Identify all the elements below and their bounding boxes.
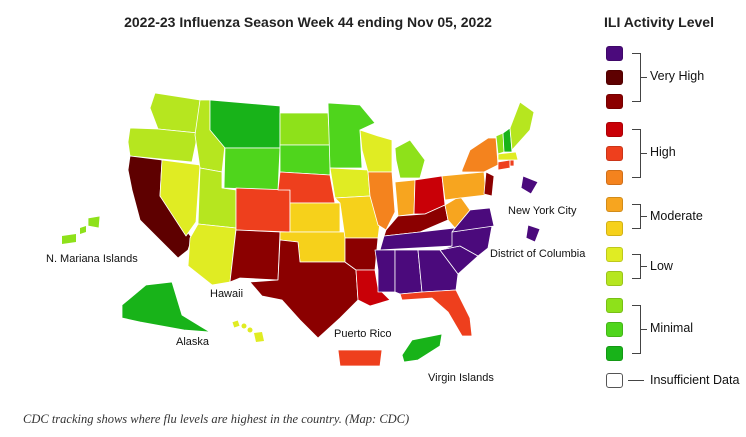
- state-north-carolina[interactable]: [439, 225, 493, 257]
- legend-label-moderate: Moderate: [650, 209, 703, 223]
- state-virgin-islands[interactable]: [401, 333, 443, 363]
- legend-swatch-level-6: [606, 221, 623, 236]
- insufficient-dash: [628, 380, 644, 381]
- legend-label-very-high: Very High: [650, 69, 705, 83]
- legend-swatch-level-11: [606, 94, 623, 109]
- bracket-high: [632, 129, 641, 178]
- state-iowa[interactable]: [329, 167, 371, 199]
- bracket-minimal: [632, 305, 641, 354]
- state-colorado[interactable]: [235, 187, 291, 233]
- state-oregon[interactable]: [127, 127, 199, 163]
- state-district-of-columbia[interactable]: [525, 224, 541, 243]
- legend-swatch-level-2: [606, 322, 623, 337]
- state-new-york[interactable]: [461, 137, 499, 173]
- label-puerto-rico: Puerto Rico: [334, 328, 391, 340]
- state-new-york-city[interactable]: [520, 175, 539, 195]
- state-puerto-rico[interactable]: [337, 349, 383, 367]
- state-mississippi[interactable]: [374, 249, 396, 293]
- state-pennsylvania[interactable]: [441, 171, 487, 201]
- legend-swatch-level-8: [606, 170, 623, 185]
- legend-swatch-level-12: [606, 70, 623, 85]
- state-alabama[interactable]: [394, 249, 423, 295]
- label-virgin-islands: Virgin Islands: [428, 372, 494, 384]
- state-south-dakota[interactable]: [279, 144, 331, 176]
- state-texas[interactable]: [249, 239, 359, 339]
- state-nevada[interactable]: [159, 159, 201, 237]
- state-indiana[interactable]: [394, 179, 416, 217]
- state-new-jersey[interactable]: [483, 171, 495, 197]
- legend-swatch-level-4: [606, 271, 623, 286]
- caption: CDC tracking shows where flu levels are …: [23, 412, 410, 426]
- state-new-mexico[interactable]: [229, 229, 281, 283]
- legend-label-low: Low: [650, 259, 673, 273]
- mariana-islands: [62, 226, 86, 244]
- legend-label-insufficient: Insufficient Data: [650, 373, 740, 387]
- legend-swatch-level-3: [606, 298, 623, 313]
- bracket-very-high: [632, 53, 641, 102]
- state-florida[interactable]: [399, 289, 473, 337]
- state-hawaii[interactable]: [231, 319, 241, 329]
- map-title: 2022-23 Influenza Season Week 44 ending …: [124, 14, 492, 30]
- legend-swatch-level-10: [606, 122, 623, 137]
- legend-swatch-level-7: [606, 197, 623, 212]
- label-hawaii: Hawaii: [210, 288, 243, 300]
- label-n-mariana-islands: N. Mariana Islands: [46, 253, 138, 265]
- state-maine[interactable]: [509, 101, 535, 151]
- state-connecticut[interactable]: [497, 159, 511, 171]
- state-kansas[interactable]: [289, 202, 341, 233]
- legend-swatch-level-9: [606, 146, 623, 161]
- state-n-mariana-islands[interactable]: [87, 215, 101, 229]
- bracket-moderate: [632, 204, 641, 229]
- state-louisiana[interactable]: [355, 269, 391, 307]
- legend-swatch-level-5: [606, 247, 623, 262]
- state-michigan[interactable]: [394, 139, 426, 179]
- label-alaska: Alaska: [176, 336, 210, 348]
- state-wyoming[interactable]: [223, 147, 281, 191]
- legend-swatch-insufficient: [606, 373, 623, 388]
- state-rhode-island[interactable]: [509, 159, 515, 167]
- state-arkansas[interactable]: [344, 237, 379, 271]
- state-washington[interactable]: [149, 92, 201, 134]
- state-alaska[interactable]: [121, 281, 211, 333]
- state-georgia[interactable]: [417, 249, 459, 293]
- legend-label-minimal: Minimal: [650, 321, 694, 335]
- state-montana[interactable]: [209, 99, 281, 149]
- us-flu-activity-map: N. Mariana Islands Hawaii Alaska Puerto …: [46, 92, 586, 384]
- state-north-dakota[interactable]: [279, 112, 331, 146]
- legend-label-high: High: [650, 145, 676, 159]
- label-district-of-columbia: District of Columbia: [490, 248, 586, 260]
- legend-title: ILI Activity Level: [604, 14, 714, 30]
- legend-swatch-level-13: [606, 46, 623, 61]
- state-arizona[interactable]: [187, 223, 237, 286]
- legend-swatch-level-1: [606, 346, 623, 361]
- label-new-york-city: New York City: [508, 205, 577, 217]
- bracket-low: [632, 254, 641, 279]
- state-wisconsin[interactable]: [359, 129, 393, 173]
- hawaii-islands: [241, 323, 264, 342]
- state-massachusetts[interactable]: [497, 151, 519, 161]
- state-new-hampshire[interactable]: [502, 127, 513, 153]
